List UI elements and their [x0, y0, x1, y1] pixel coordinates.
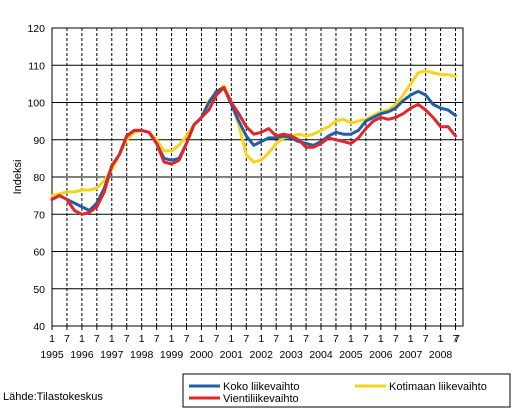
x-month-label: 7 [333, 333, 339, 345]
x-month-label: 7 [154, 333, 160, 345]
series-lines [50, 69, 457, 216]
legend: Koko liikevaihto Kotimaan liikevaihto Vi… [182, 373, 511, 408]
x-month-label: 7 [363, 333, 369, 345]
x-year-label: 1997 [100, 349, 124, 361]
x-year-label: 2004 [309, 349, 333, 361]
legend-label-vienti: Vientiliikevaihto [223, 393, 299, 405]
x-month-label: 7 [423, 333, 429, 345]
x-month-label: 7 [393, 333, 399, 345]
x-month-label: 1 [169, 333, 175, 345]
x-month-label: 1 [408, 333, 414, 345]
y-tick-label: 50 [33, 284, 45, 296]
plot-frame [51, 27, 464, 327]
x-year-label: 1999 [160, 349, 184, 361]
source-note: Lähde:Tilastokeskus [3, 391, 103, 403]
chart-grid [52, 27, 463, 327]
x-month-label: 7 [184, 333, 190, 345]
y-tick-label: 120 [27, 23, 45, 35]
x-year-label: 2008 [429, 349, 453, 361]
x-year-label: 2005 [339, 349, 363, 361]
x-year-label: 2001 [220, 349, 244, 361]
x-month-label: 1 [438, 333, 444, 345]
y-tick-label: 110 [28, 60, 45, 72]
legend-box [182, 373, 511, 408]
x-month-label: 1 [318, 333, 324, 345]
y-axis: 40 50 60 70 80 90 100 110 120 [27, 23, 45, 333]
legend-label-koko: Koko liikevaihto [223, 381, 299, 393]
x-month-label: 1 [258, 333, 264, 345]
x-month-label: 7 [273, 333, 279, 345]
x-month-label: 7 [303, 333, 309, 345]
x-year-label: 2007 [399, 349, 423, 361]
x-year-label: 1998 [130, 349, 154, 361]
x-year-label: 2002 [250, 349, 274, 361]
x-month-label: 1 [348, 333, 354, 345]
x-month-label: 7 [64, 333, 70, 345]
x-year-label: 2003 [279, 349, 303, 361]
legend-label-kotimaan: Kotimaan liikevaihto [389, 381, 487, 393]
x-month-label: 7 [453, 333, 459, 345]
x-month-label: 1 [139, 333, 145, 345]
x-year-label: 1996 [70, 349, 94, 361]
y-tick-label: 40 [33, 321, 45, 333]
y-tick-label: 90 [33, 135, 45, 147]
y-tick-label: 70 [33, 209, 45, 221]
x-month-label: 1 [49, 333, 55, 345]
x-month-label: 7 [124, 333, 130, 345]
x-month-label: 1 [228, 333, 234, 345]
x-month-label: 1 [378, 333, 384, 345]
x-month-label: 7 [243, 333, 249, 345]
x-month-label: 7 [213, 333, 219, 345]
series-line-vientiliikevaihto [50, 86, 457, 216]
y-axis-title: Indeksi [12, 160, 24, 195]
x-month-label: 1 [109, 333, 115, 345]
x-month-label: 1 [288, 333, 294, 345]
y-tick-label: 60 [33, 247, 45, 259]
x-month-label: 7 [454, 333, 460, 345]
x-year-label: 1995 [40, 349, 64, 361]
x-year-label: 2006 [369, 349, 393, 361]
x-month-label: 7 [94, 333, 100, 345]
y-tick-label: 80 [33, 172, 45, 184]
x-month-label: 1 [199, 333, 205, 345]
x-year-label: 2000 [190, 349, 214, 361]
y-tick-label: 100 [27, 98, 45, 110]
x-month-label: 1 [79, 333, 85, 345]
